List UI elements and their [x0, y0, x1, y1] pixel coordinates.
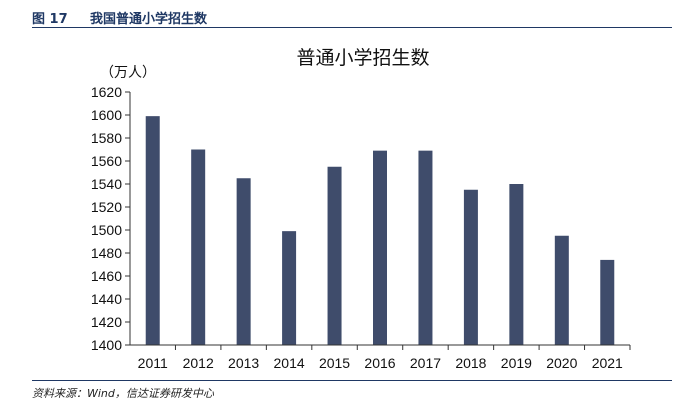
bar-chart: 普通小学招生数 （万人） 1400 1420 1440 1460 1480 1500 152… — [91, 47, 631, 371]
y-tick-label: 1600 — [91, 107, 122, 123]
y-tick-label: 1580 — [91, 130, 122, 146]
x-tick-label: 2019 — [501, 355, 532, 371]
y-tick-label: 1540 — [91, 176, 122, 192]
source-note: 资料来源：Wind，信达证券研发中心 — [32, 387, 214, 400]
bar-2015 — [327, 166, 342, 345]
footer: 资料来源：Wind，信达证券研发中心 — [32, 380, 672, 401]
x-tick-label: 2021 — [592, 355, 623, 371]
footer-rule — [32, 380, 672, 381]
figure-number: 图 17 — [32, 12, 68, 27]
bar-2020 — [554, 235, 569, 345]
bar-2021 — [600, 259, 615, 345]
bar-2019 — [509, 184, 524, 345]
y-tick-label: 1500 — [91, 222, 122, 238]
y-tick-label: 1560 — [91, 153, 122, 169]
bars-group — [145, 116, 615, 346]
bar-2017 — [418, 150, 433, 345]
bar-2014 — [282, 231, 297, 345]
x-tick-label: 2013 — [228, 355, 259, 371]
bar-2012 — [191, 149, 206, 345]
x-tick-label: 2011 — [138, 355, 168, 371]
bar-2018 — [463, 189, 478, 345]
y-tick-label: 1400 — [91, 337, 122, 353]
x-tick-label: 2014 — [274, 355, 305, 371]
figure-header: 图 17 我国普通小学招生数 — [32, 6, 672, 28]
header-rule — [32, 27, 672, 28]
y-axis: 1400 1420 1440 1460 1480 1500 1520 1540 1560 1580… — [91, 84, 131, 353]
y-tick-label: 1440 — [91, 291, 122, 307]
y-tick-label: 1460 — [91, 268, 122, 284]
x-tick-label: 2012 — [183, 355, 214, 371]
bar-2011 — [145, 116, 160, 346]
x-tick-label: 2018 — [455, 355, 486, 371]
x-tick-label: 2020 — [546, 355, 577, 371]
bar-2013 — [236, 178, 251, 345]
x-tick-label: 2017 — [410, 355, 441, 371]
y-axis-label: （万人） — [100, 65, 156, 81]
chart-title: 普通小学招生数 — [296, 47, 429, 69]
y-tick-label: 1520 — [91, 199, 122, 215]
figure-caption: 我国普通小学招生数 — [90, 12, 208, 27]
x-axis: 2011 2012 2013 2014 2015 2016 2017 2018 2019 2020… — [130, 344, 631, 371]
bar-2016 — [373, 150, 387, 345]
y-tick-label: 1620 — [91, 84, 122, 100]
y-tick-label: 1420 — [91, 314, 122, 330]
x-tick-label: 2015 — [319, 355, 350, 371]
x-tick-label: 2016 — [364, 355, 395, 371]
y-tick-label: 1480 — [91, 245, 122, 261]
